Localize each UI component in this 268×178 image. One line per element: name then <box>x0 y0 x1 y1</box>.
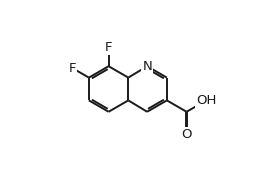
Text: F: F <box>69 62 76 75</box>
Text: O: O <box>181 128 192 141</box>
Text: N: N <box>142 60 152 73</box>
Text: F: F <box>105 41 112 54</box>
Text: OH: OH <box>196 94 217 107</box>
